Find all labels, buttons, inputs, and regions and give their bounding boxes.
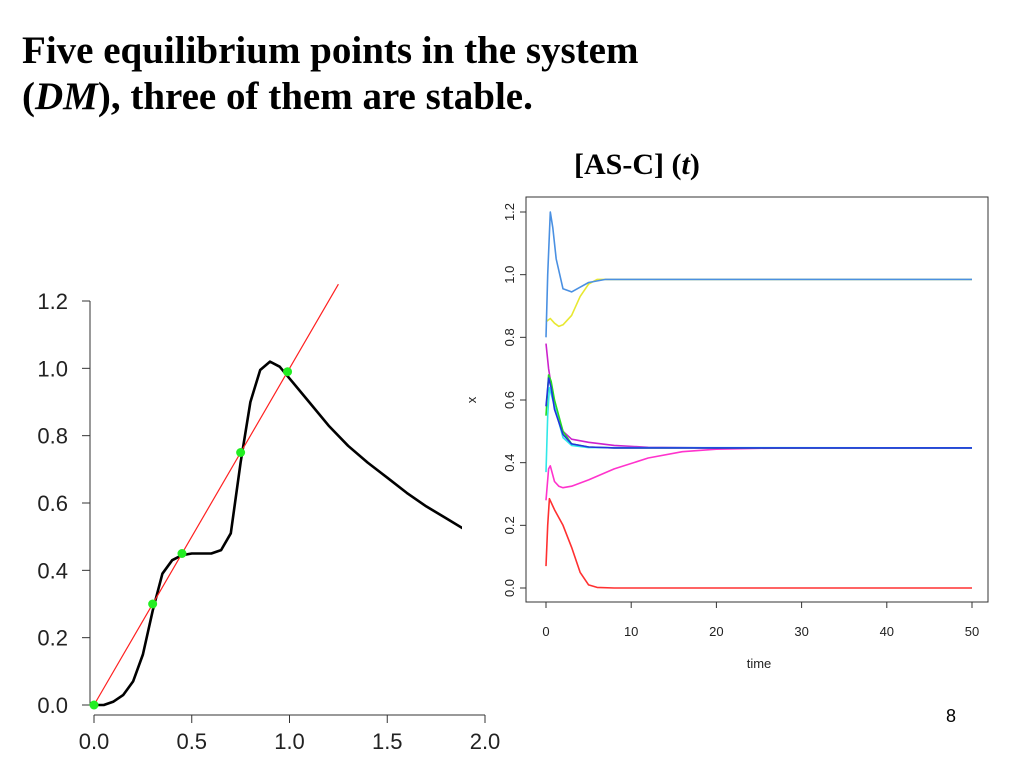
x-tick-label: 1.5 bbox=[372, 729, 403, 754]
trajectory-line bbox=[545, 386, 973, 473]
x-tick-label: 20 bbox=[709, 624, 723, 639]
y-tick-label: 1.2 bbox=[37, 289, 68, 314]
x-tick-label: 2.0 bbox=[470, 729, 501, 754]
y-tick-label: 0.4 bbox=[37, 558, 68, 583]
trajectory-line bbox=[545, 447, 972, 501]
subtitle-var: t bbox=[681, 148, 690, 181]
y-tick-label: 0.6 bbox=[37, 491, 68, 516]
plot-frame bbox=[525, 196, 989, 603]
slide-title: Five equilibrium points in the system (DM… bbox=[22, 29, 639, 118]
y-tick-label: 0.4 bbox=[502, 454, 517, 472]
equilibrium-point bbox=[148, 599, 158, 609]
x-tick-label: 30 bbox=[794, 624, 808, 639]
y-tick-label: 0.8 bbox=[37, 424, 68, 449]
subtitle-main: [AS-C] ( bbox=[574, 148, 682, 181]
y-tick-label: 0.0 bbox=[37, 693, 68, 718]
x-tick-label: 10 bbox=[624, 624, 638, 639]
x-tick-label: 50 bbox=[965, 624, 979, 639]
plot-area bbox=[545, 211, 973, 589]
y-tick-label: 1.2 bbox=[502, 203, 517, 221]
trajectory-line bbox=[545, 374, 972, 449]
response-curve bbox=[94, 360, 462, 707]
equilibrium-chart: 0.0 0.5 1.0 1.5 2.0 0.0 0.2 0.4 0.6 0.8 1.0 1.2 bbox=[37, 283, 501, 754]
page-number: 8 bbox=[946, 706, 957, 726]
plot-area bbox=[89, 283, 462, 710]
identity-line bbox=[93, 283, 339, 706]
chart-subtitle: [AS-C] (t) bbox=[574, 148, 700, 182]
subtitle-close: ) bbox=[689, 148, 700, 181]
x-tick-label: 0.0 bbox=[79, 729, 110, 754]
y-tick-label: 0.6 bbox=[502, 391, 517, 409]
trajectory-chart: 0 10 20 30 40 50 0.0 0.2 0.4 0.6 0.8 1.0 1.2 time x bbox=[464, 196, 989, 671]
x-axis-label: time bbox=[747, 656, 772, 671]
trajectory-line bbox=[545, 211, 972, 338]
y-tick-label: 1.0 bbox=[502, 266, 517, 284]
y-tick-label: 0.2 bbox=[37, 626, 68, 651]
trajectory-line bbox=[545, 497, 972, 589]
x-tick-label: 1.0 bbox=[274, 729, 305, 754]
x-tick-label: 0.5 bbox=[176, 729, 207, 754]
y-tick-label: 0.8 bbox=[502, 328, 517, 346]
trajectory-line bbox=[545, 377, 972, 449]
title-line-1: Five equilibrium points in the system bbox=[22, 29, 639, 72]
equilibrium-point bbox=[89, 700, 99, 710]
title-line-2: ), three of them are stable. bbox=[97, 75, 533, 118]
trajectory-line bbox=[545, 278, 972, 328]
trajectory-line bbox=[545, 343, 972, 449]
y-tick-label: 0.0 bbox=[502, 579, 517, 597]
y-tick-label: 0.2 bbox=[502, 516, 517, 534]
equilibrium-point bbox=[283, 367, 293, 377]
equilibrium-point bbox=[236, 448, 246, 457]
equilibrium-point bbox=[177, 549, 187, 558]
x-tick-label: 40 bbox=[880, 624, 894, 639]
y-axis-label: x bbox=[464, 396, 479, 403]
y-tick-label: 1.0 bbox=[37, 356, 68, 381]
title-dm: DM bbox=[35, 75, 98, 118]
x-tick-label: 0 bbox=[542, 624, 549, 639]
